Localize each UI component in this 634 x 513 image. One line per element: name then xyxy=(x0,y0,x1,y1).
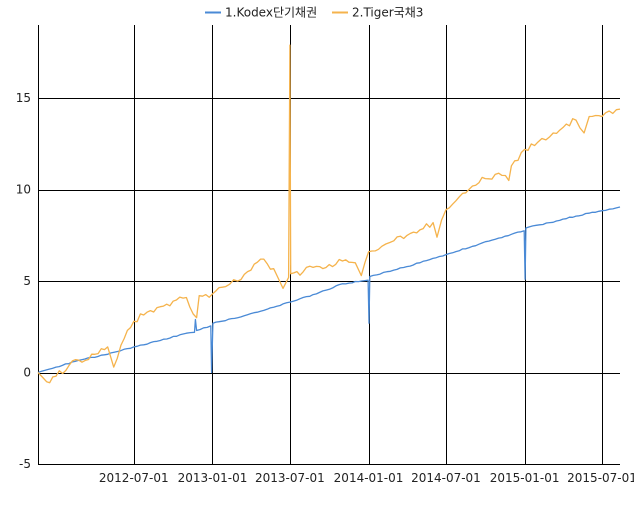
y-tick-label: -5 xyxy=(19,457,31,471)
y-tick-label: 15 xyxy=(16,91,31,105)
grid xyxy=(38,25,620,465)
x-tick-label: 2013-01-01 xyxy=(178,471,248,485)
legend-label-1: 1.Kodex단기채권 xyxy=(225,6,317,20)
series-layer xyxy=(37,44,621,384)
y-tick-label: 5 xyxy=(23,274,31,288)
legend-label-2: 2.Tiger국채3 xyxy=(352,6,423,20)
y-axis-ticks: -5 0 5 10 15 xyxy=(16,91,31,471)
x-tick-label: 2012-07-01 xyxy=(99,471,169,485)
x-tick-label: 2013-07-01 xyxy=(255,471,325,485)
y-tick-label: 10 xyxy=(16,183,31,197)
series-line-2 xyxy=(37,44,621,384)
x-tick-label: 2015-07-01 xyxy=(567,471,634,485)
y-tick-label: 0 xyxy=(23,366,31,380)
series-line-1 xyxy=(37,206,621,374)
legend: 1.Kodex단기채권 2.Tiger국채3 xyxy=(205,6,423,20)
x-tick-label: 2014-07-01 xyxy=(411,471,481,485)
x-tick-label: 2014-01-01 xyxy=(334,471,404,485)
x-tick-label: 2015-01-01 xyxy=(490,471,560,485)
x-axis-ticks: 2012-07-01 2013-01-01 2013-07-01 2014-01-01… xyxy=(99,471,634,485)
